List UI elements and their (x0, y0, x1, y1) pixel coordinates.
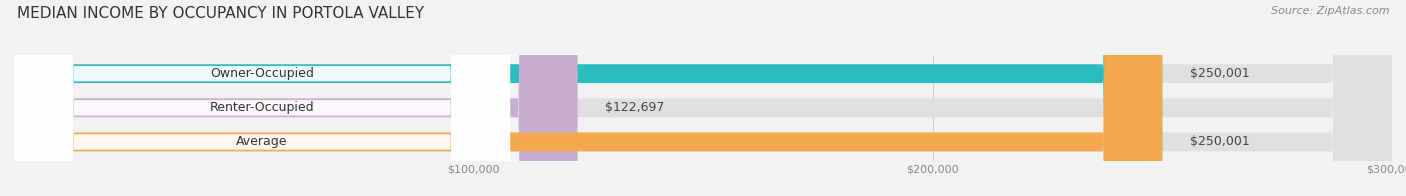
FancyBboxPatch shape (14, 0, 510, 196)
FancyBboxPatch shape (14, 0, 578, 196)
Text: Renter-Occupied: Renter-Occupied (209, 101, 315, 114)
FancyBboxPatch shape (14, 0, 510, 196)
FancyBboxPatch shape (14, 0, 1392, 196)
FancyBboxPatch shape (14, 0, 1163, 196)
Text: $250,001: $250,001 (1189, 135, 1250, 148)
FancyBboxPatch shape (14, 0, 1163, 196)
Text: Owner-Occupied: Owner-Occupied (209, 67, 314, 80)
FancyBboxPatch shape (14, 0, 1392, 196)
Text: Source: ZipAtlas.com: Source: ZipAtlas.com (1271, 6, 1389, 16)
Text: Average: Average (236, 135, 288, 148)
Text: $250,001: $250,001 (1189, 67, 1250, 80)
Text: $122,697: $122,697 (605, 101, 665, 114)
Text: MEDIAN INCOME BY OCCUPANCY IN PORTOLA VALLEY: MEDIAN INCOME BY OCCUPANCY IN PORTOLA VA… (17, 6, 425, 21)
FancyBboxPatch shape (14, 0, 510, 196)
FancyBboxPatch shape (14, 0, 1392, 196)
